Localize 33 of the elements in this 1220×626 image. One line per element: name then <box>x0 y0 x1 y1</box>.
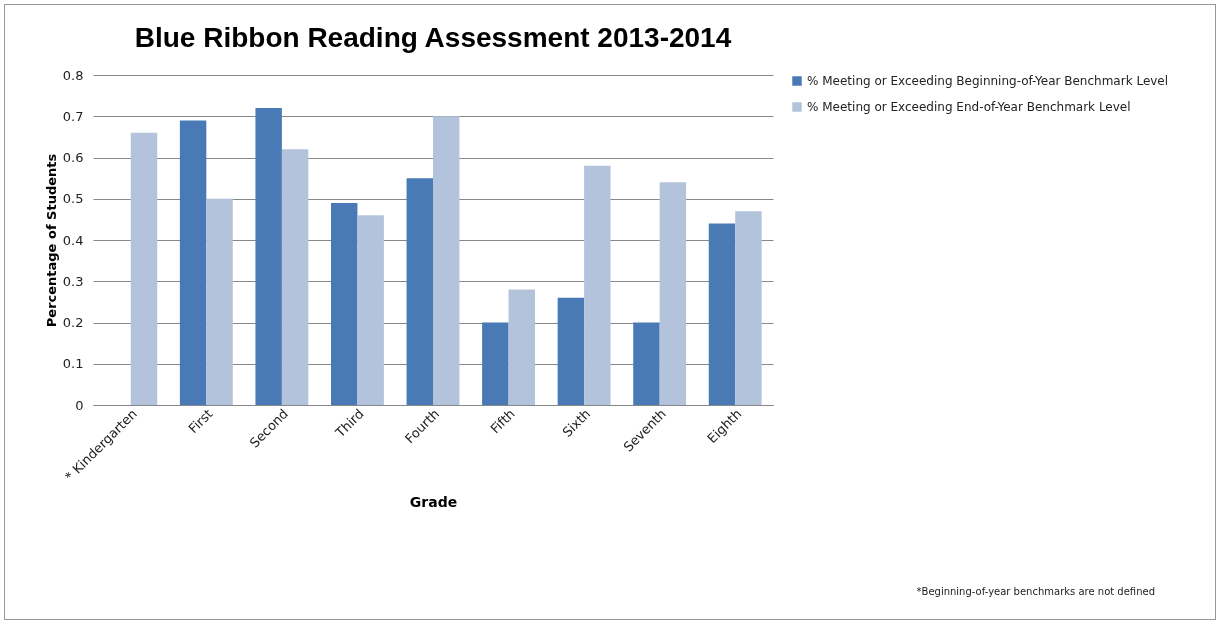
bar <box>331 202 358 405</box>
bar <box>735 211 762 405</box>
bar <box>206 198 233 405</box>
text: *Beginning-of-year benchmarks are not defined <box>916 586 1155 597</box>
bar <box>255 108 282 405</box>
bar <box>357 215 384 405</box>
x-tick-label: Fifth <box>487 406 518 437</box>
y-tick-label: 0.5 <box>62 191 84 207</box>
x-axis-title: Grade <box>409 494 458 511</box>
legend-label: % Meeting or Exceeding Beginning-of-Year Benchmark Level <box>807 74 1169 88</box>
bar <box>584 165 611 405</box>
y-tick-label: 0 <box>75 397 84 413</box>
bar <box>633 322 660 405</box>
bar <box>508 289 535 405</box>
y-tick-label: 0.4 <box>62 232 84 248</box>
bar <box>557 297 585 405</box>
y-tick-label: 0.2 <box>62 315 84 330</box>
bar <box>281 149 309 405</box>
y-tick-label: 0.8 <box>62 67 84 83</box>
y-tick-label: 0.6 <box>62 150 84 165</box>
bar <box>659 182 687 405</box>
y-tick-label: 0.3 <box>62 273 84 289</box>
bar <box>130 132 158 405</box>
legend-label: % Meeting or Exceeding End-of-Year Benchmark Level <box>807 100 1131 114</box>
bar <box>482 322 509 405</box>
bar <box>433 116 460 405</box>
y-tick-label: 0.7 <box>62 108 84 124</box>
bar <box>406 178 433 405</box>
y-tick-label: 0.1 <box>62 356 84 372</box>
bar <box>708 223 736 405</box>
bar <box>179 120 207 405</box>
chart-title: Blue Ribbon Reading Assessment 2013-2014 <box>134 22 732 53</box>
y-axis-title: Percentage of Students <box>43 153 59 328</box>
